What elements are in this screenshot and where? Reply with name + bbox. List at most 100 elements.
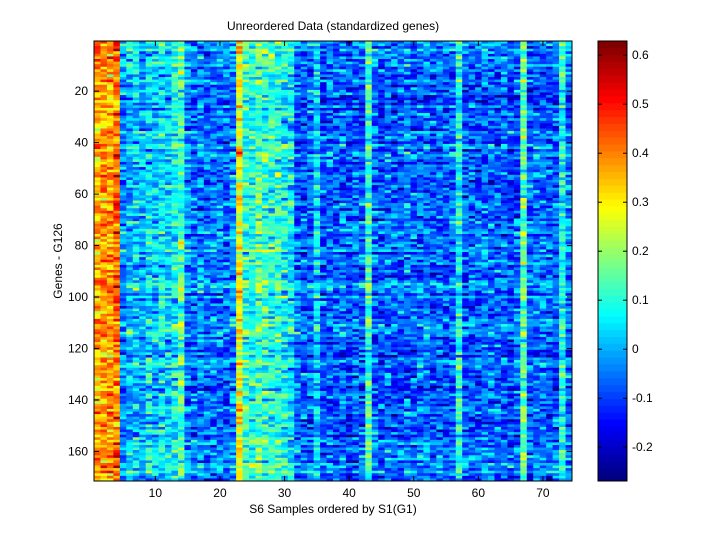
heatmap-cell xyxy=(100,92,108,96)
heatmap-cell xyxy=(449,210,457,214)
heatmap-cell xyxy=(365,102,373,106)
heatmap-cell xyxy=(94,143,101,147)
heatmap-cell xyxy=(261,151,269,155)
heatmap-cell xyxy=(352,203,360,207)
heatmap-cell xyxy=(345,131,353,135)
heatmap-cell xyxy=(468,41,476,44)
heatmap-cell xyxy=(449,203,457,207)
heatmap-cell xyxy=(255,53,263,57)
heatmap-cell xyxy=(281,95,289,99)
heatmap-cell xyxy=(488,69,495,73)
heatmap-cell xyxy=(391,43,398,47)
heatmap-cell xyxy=(113,159,121,163)
heatmap-cell xyxy=(384,192,392,196)
heatmap-cell xyxy=(488,125,495,129)
heatmap-cell xyxy=(423,174,431,178)
heatmap-cell xyxy=(371,77,379,80)
heatmap-cell xyxy=(320,125,327,129)
heatmap-cell xyxy=(565,208,573,212)
heatmap-cell xyxy=(268,89,276,93)
heatmap-cell xyxy=(358,61,366,65)
heatmap-cell xyxy=(119,79,127,83)
heatmap-cell xyxy=(197,203,205,207)
heatmap-cell xyxy=(307,110,315,114)
heatmap-cell xyxy=(184,141,192,145)
heatmap-cell xyxy=(565,197,573,201)
heatmap-cell xyxy=(507,141,515,145)
heatmap-cell xyxy=(352,187,360,191)
heatmap-cell xyxy=(462,167,470,171)
heatmap-cell xyxy=(320,107,327,111)
heatmap-cell xyxy=(391,200,398,204)
heatmap-cell xyxy=(197,208,205,212)
heatmap-cell xyxy=(345,141,353,145)
heatmap-cell xyxy=(113,156,121,160)
heatmap-cell xyxy=(190,84,198,88)
heatmap-cell xyxy=(488,92,495,96)
heatmap-cell xyxy=(520,208,528,212)
heatmap-cell xyxy=(455,205,463,209)
heatmap-cell xyxy=(410,172,418,176)
heatmap-cell xyxy=(94,64,101,68)
heatmap-cell xyxy=(552,97,560,101)
heatmap-cell xyxy=(236,185,243,189)
heatmap-cell xyxy=(352,159,360,163)
heatmap-cell xyxy=(371,118,379,122)
heatmap-cell xyxy=(184,84,192,88)
heatmap-cell xyxy=(462,43,470,47)
heatmap-cell xyxy=(339,179,347,183)
heatmap-cell xyxy=(494,154,502,158)
heatmap-cell xyxy=(287,92,295,96)
heatmap-cell xyxy=(307,213,315,217)
heatmap-cell xyxy=(261,208,269,212)
heatmap-cell xyxy=(384,115,392,119)
heatmap-cell xyxy=(210,203,218,207)
heatmap-cell xyxy=(320,56,327,60)
heatmap-cell xyxy=(397,77,405,80)
heatmap-cell xyxy=(358,105,366,109)
heatmap-cell xyxy=(352,53,360,57)
heatmap-cell xyxy=(565,131,573,135)
heatmap-cell xyxy=(462,182,470,186)
heatmap-cell xyxy=(287,74,295,78)
heatmap-cell xyxy=(126,210,134,214)
heatmap-cell xyxy=(462,141,470,145)
heatmap-cell xyxy=(500,56,508,60)
heatmap-cell xyxy=(236,89,243,93)
heatmap-cell xyxy=(559,177,566,181)
heatmap-cell xyxy=(171,113,179,117)
heatmap-cell xyxy=(106,59,114,62)
heatmap-cell xyxy=(468,210,476,214)
heatmap-cell xyxy=(255,154,263,158)
heatmap-cell xyxy=(184,205,192,209)
heatmap-cell xyxy=(165,131,172,135)
heatmap-cell xyxy=(404,82,411,86)
heatmap-cell xyxy=(113,172,121,176)
heatmap-cell xyxy=(475,164,482,168)
heatmap-cell xyxy=(190,141,198,145)
heatmap-cell xyxy=(165,187,172,191)
heatmap-cell xyxy=(249,51,256,55)
heatmap-cell xyxy=(546,151,554,155)
heatmap-cell xyxy=(462,208,470,212)
heatmap-cell xyxy=(126,190,134,194)
heatmap-cell xyxy=(539,59,547,62)
heatmap-cell xyxy=(139,77,147,80)
heatmap-cell xyxy=(462,95,470,99)
heatmap-cell xyxy=(352,146,360,150)
heatmap-cell xyxy=(203,136,211,140)
heatmap-cell xyxy=(326,205,334,209)
heatmap-cell xyxy=(352,179,360,183)
heatmap-cell xyxy=(242,105,250,109)
heatmap-cell xyxy=(404,151,411,155)
heatmap-cell xyxy=(94,138,101,142)
heatmap-cell xyxy=(94,41,101,44)
heatmap-cell xyxy=(494,182,502,186)
heatmap-cell xyxy=(287,56,295,60)
heatmap-cell xyxy=(455,203,463,207)
heatmap-cell xyxy=(106,200,114,204)
heatmap-cell xyxy=(197,164,205,168)
heatmap-cell xyxy=(378,51,386,55)
heatmap-cell xyxy=(171,210,179,214)
heatmap-cell xyxy=(177,164,185,168)
